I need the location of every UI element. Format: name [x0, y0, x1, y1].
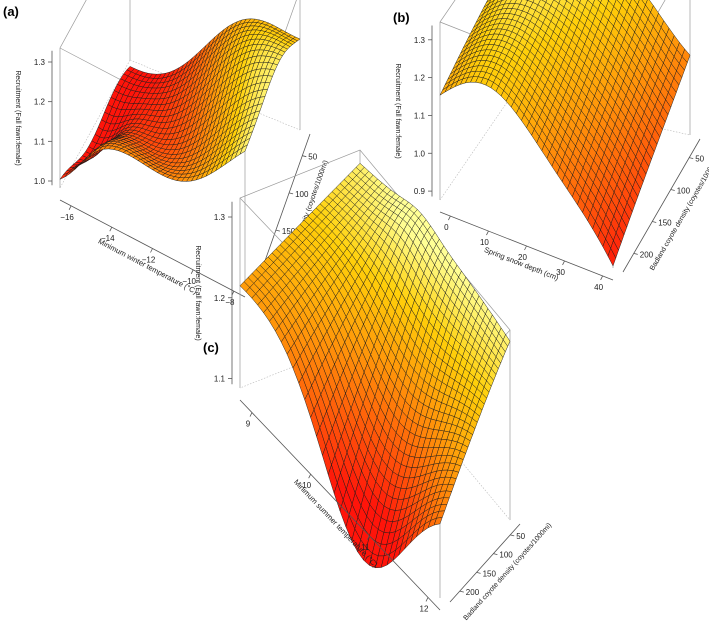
y-tick-label: 200 [466, 588, 480, 597]
x-tick-label: 11 [361, 543, 370, 552]
x-tick-label: 40 [594, 283, 603, 292]
z-tick-label: 1.1 [34, 137, 46, 146]
y-tick-label: 100 [677, 187, 691, 196]
z-tick-label: 1.1 [414, 111, 426, 120]
surface-facet [239, 144, 248, 155]
z-tick-label: 0.9 [414, 187, 426, 196]
z-tick-label: 1.2 [34, 98, 46, 107]
surface-facet [433, 517, 443, 526]
x-tick-label: 10 [480, 238, 489, 247]
panel-a-label: (a) [3, 4, 19, 19]
x-tick-label: 0 [444, 223, 449, 232]
z-tick-label: 1.0 [414, 149, 426, 158]
y-tick-label: 200 [640, 250, 654, 259]
surface-mesh [239, 163, 511, 569]
y-tick-label: 150 [282, 227, 296, 236]
z-tick-label: 1.2 [414, 74, 426, 83]
z-tick-label: 1.2 [214, 294, 226, 303]
panel-b-label: (b) [393, 10, 410, 25]
z-axis-label: Recruitment (Fall fawn:female) [14, 70, 21, 165]
surface-mesh [59, 18, 301, 182]
z-tick-label: 1.3 [34, 58, 46, 67]
x-tick-label: 30 [556, 268, 565, 277]
y-tick-label: 150 [658, 218, 672, 227]
panel-a: 1.0 1.1 1.2 1.3 −16 −14 −12 −10 −8 Minimum winter… [14, 0, 330, 307]
y-tick-label: 50 [308, 153, 317, 162]
x-tick-label: 10 [302, 481, 311, 490]
surface-facet [607, 248, 617, 267]
panel-c-label: (c) [203, 340, 219, 355]
panel-b: 0.9 1.0 1.1 1.2 1.3 0 10 20 30 40 Spring snow dept… [394, 0, 709, 292]
x-tick-label: −10 [182, 277, 196, 286]
x-tick-label: 9 [246, 420, 251, 429]
y-tick-label: 50 [695, 155, 704, 164]
y-tick-label: 100 [295, 190, 309, 199]
x-axis-label: Spring snow depth (cm) [483, 245, 560, 283]
surface-mesh [439, 0, 691, 267]
x-tick-label: −14 [101, 234, 115, 243]
z-tick-label: 1.3 [214, 213, 226, 222]
x-tick-label: −12 [142, 256, 156, 265]
x-axis-label: Minimum winter temperature (°C) [97, 237, 199, 297]
z-tick-label: 1.1 [214, 375, 226, 384]
x-tick-label: −16 [60, 213, 74, 222]
y-tick-label: 100 [499, 551, 513, 560]
x-tick-label: 20 [518, 253, 527, 262]
x-tick-label: −8 [225, 298, 235, 307]
z-tick-label: 1.0 [34, 177, 46, 186]
y-tick-label: 50 [516, 532, 525, 541]
z-axis-label: Recruitment (Fall fawn:female) [394, 63, 401, 158]
z-axis-label: Recruitment (Fall fawn:female) [194, 245, 201, 340]
z-tick-label: 1.3 [414, 36, 426, 45]
x-tick-label: 12 [420, 604, 429, 613]
y-tick-label: 150 [483, 569, 497, 578]
